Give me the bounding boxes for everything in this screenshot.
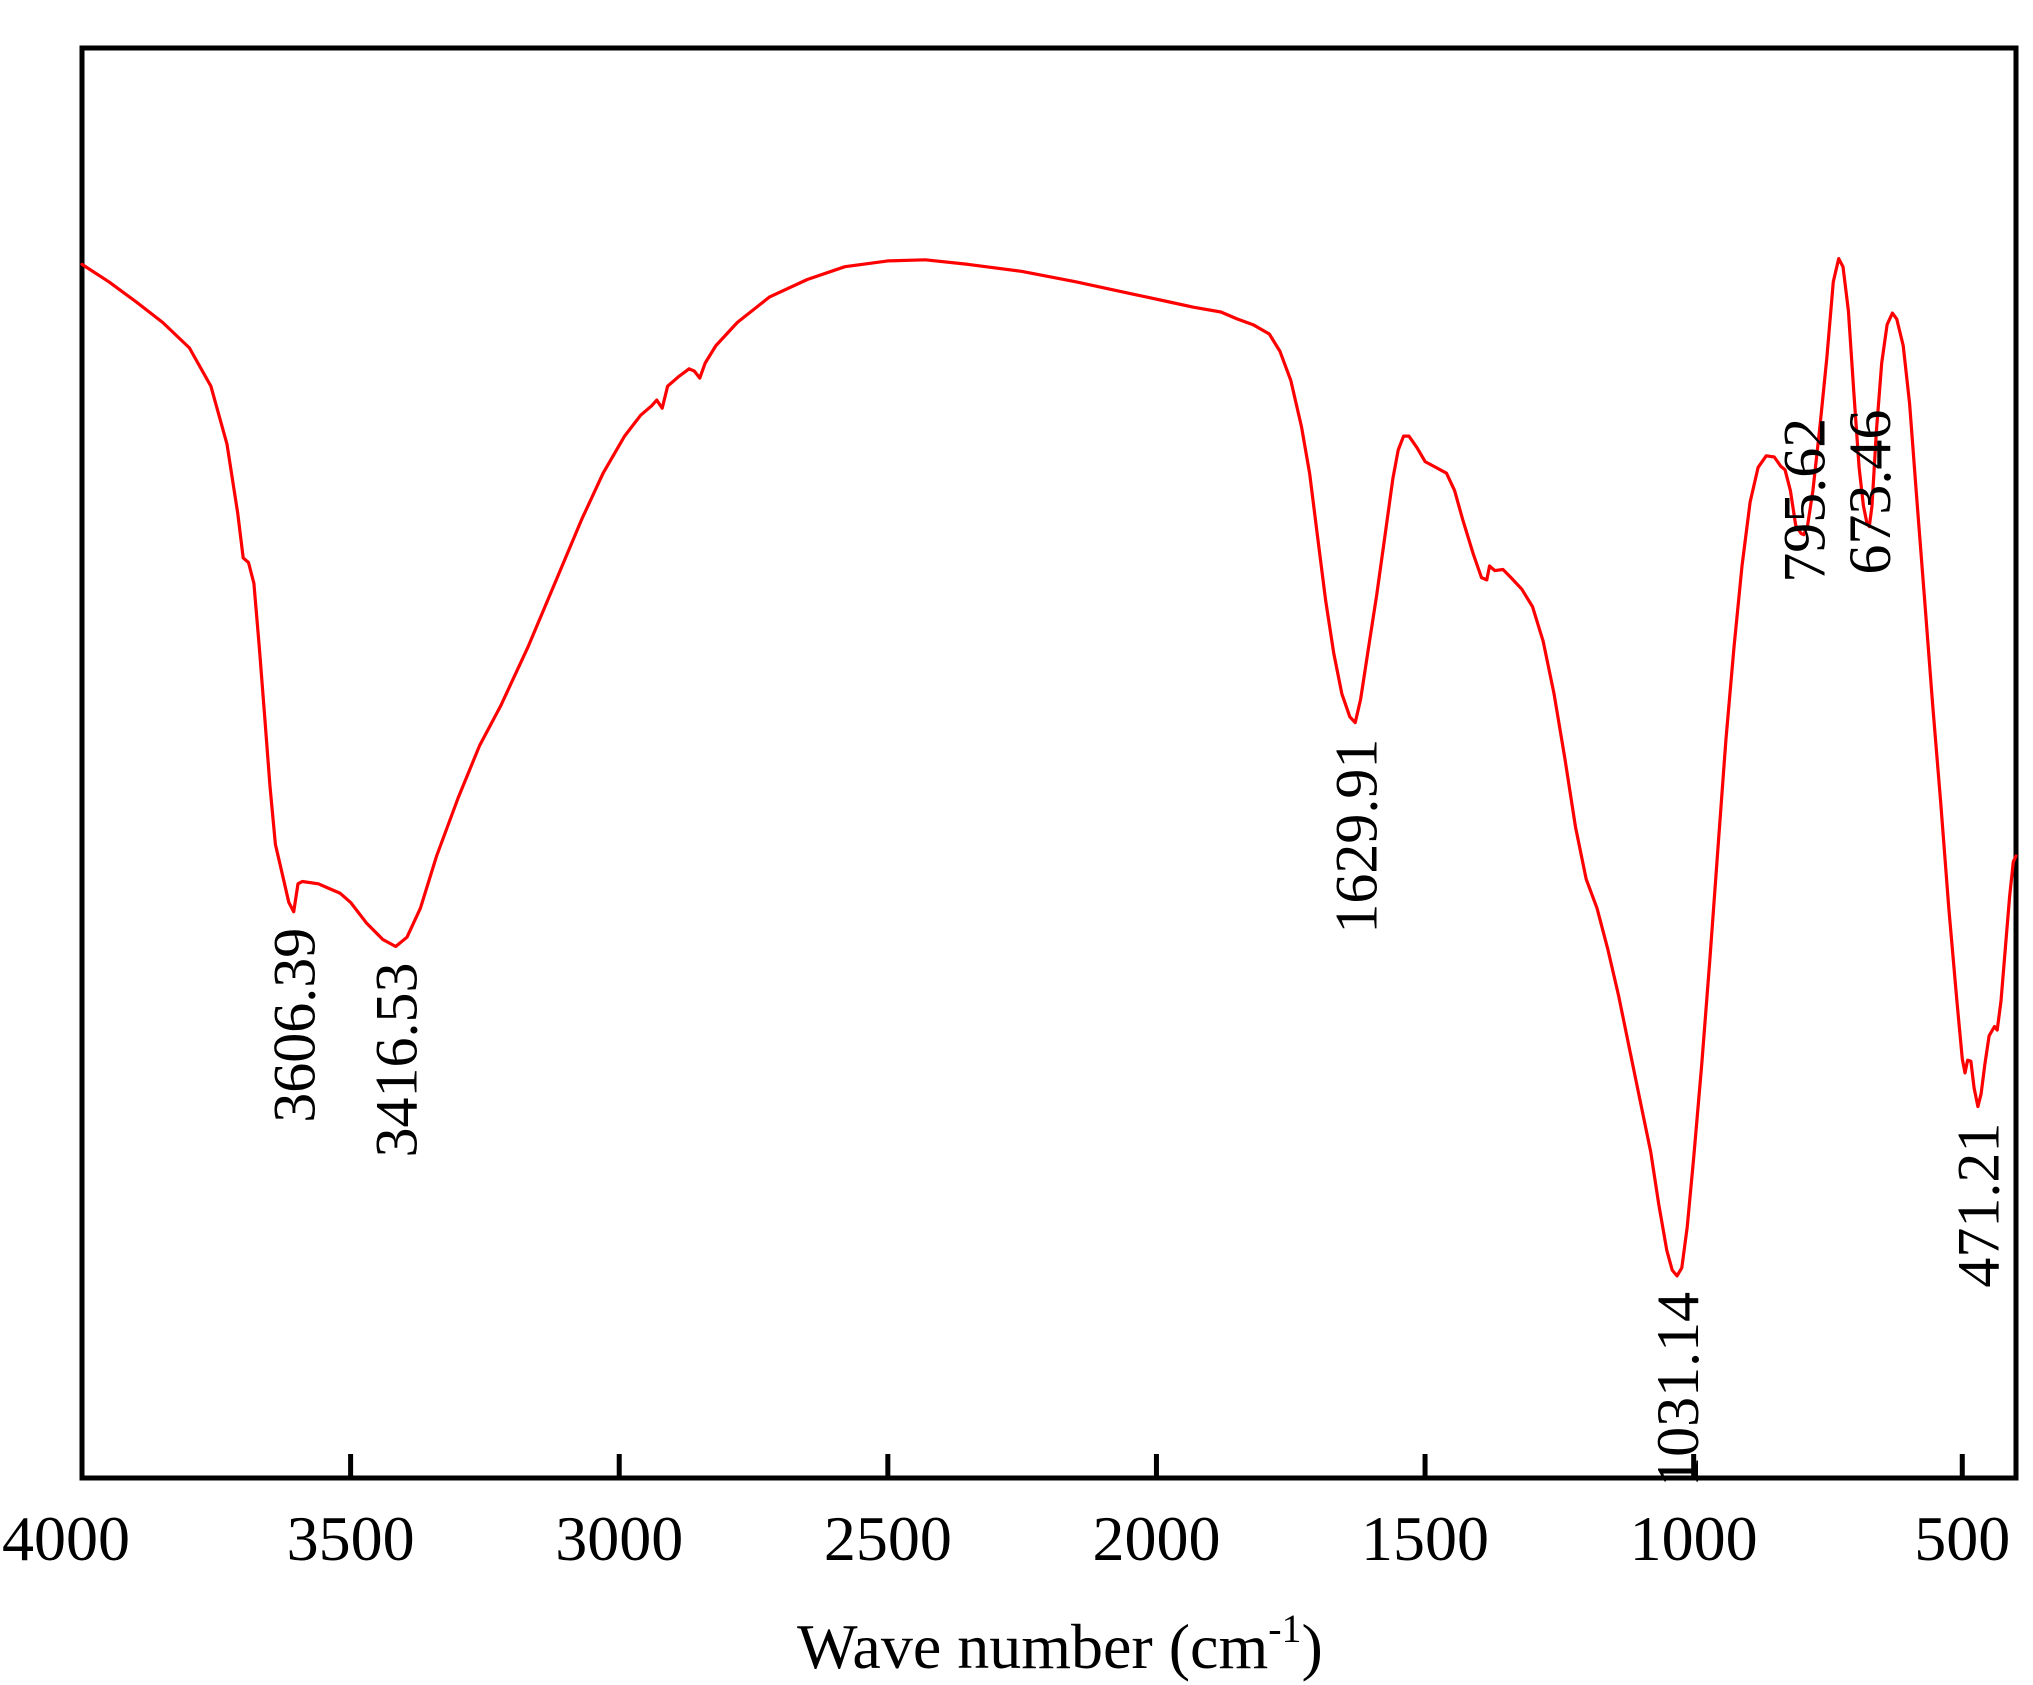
peak-label: 1031.14 [1645,1292,1711,1487]
x-tick-label: 1000 [1630,1503,1758,1574]
ftir-chart: 4000 3500 3000 2500 2000 1500 1000 500 3606.39 3… [0,0,2033,1685]
peak-label: 673.46 [1837,410,1903,575]
x-tick-label: 1500 [1361,1503,1489,1574]
x-axis-title: Wave number (cm-1) [797,1606,1323,1682]
x-axis-title-superscript: -1 [1268,1606,1301,1651]
x-tick-label: 4000 [2,1503,130,1574]
peak-label: 795.62 [1772,418,1838,583]
x-axis-title-main: Wave number (cm [797,1611,1268,1682]
x-tick-label: 3000 [555,1503,683,1574]
peak-label: 1629.91 [1323,739,1389,934]
peak-label: 3416.53 [364,963,430,1158]
x-tick-label: 2500 [824,1503,952,1574]
peak-label: 3606.39 [262,928,328,1123]
x-tick-label: 3500 [287,1503,415,1574]
peak-label: 471.21 [1946,1123,2012,1288]
x-tick-label: 2000 [1092,1503,1220,1574]
chart-background [0,0,2033,1685]
x-axis-title-close: ) [1302,1611,1323,1682]
x-tick-label: 500 [1914,1503,2010,1574]
